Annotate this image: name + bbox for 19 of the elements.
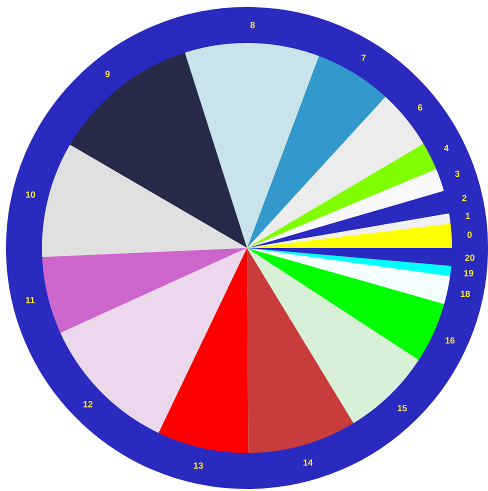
slice-label: 6 bbox=[418, 104, 422, 111]
slice-label: 4 bbox=[444, 144, 449, 152]
slice-label: 16 bbox=[446, 337, 455, 344]
slice-label: 1 bbox=[466, 212, 470, 219]
slice-label: 8 bbox=[250, 22, 255, 28]
slice-label: 10 bbox=[26, 191, 36, 198]
slice-label: 15 bbox=[398, 405, 407, 412]
slice-label: 18 bbox=[460, 290, 470, 298]
slice-label: 12 bbox=[83, 401, 92, 408]
legend-label: 20 bbox=[465, 254, 474, 261]
slice-label: 3 bbox=[455, 170, 460, 177]
slice-label: 14 bbox=[303, 459, 313, 466]
slice-label: 11 bbox=[26, 296, 35, 304]
slice-label: 13 bbox=[194, 462, 204, 469]
slice-label: 19 bbox=[464, 270, 474, 276]
slice-label: 7 bbox=[361, 54, 366, 61]
slice-label: 0 bbox=[467, 232, 472, 238]
slice-label: 2 bbox=[462, 194, 466, 202]
slice-label: 9 bbox=[105, 70, 110, 78]
